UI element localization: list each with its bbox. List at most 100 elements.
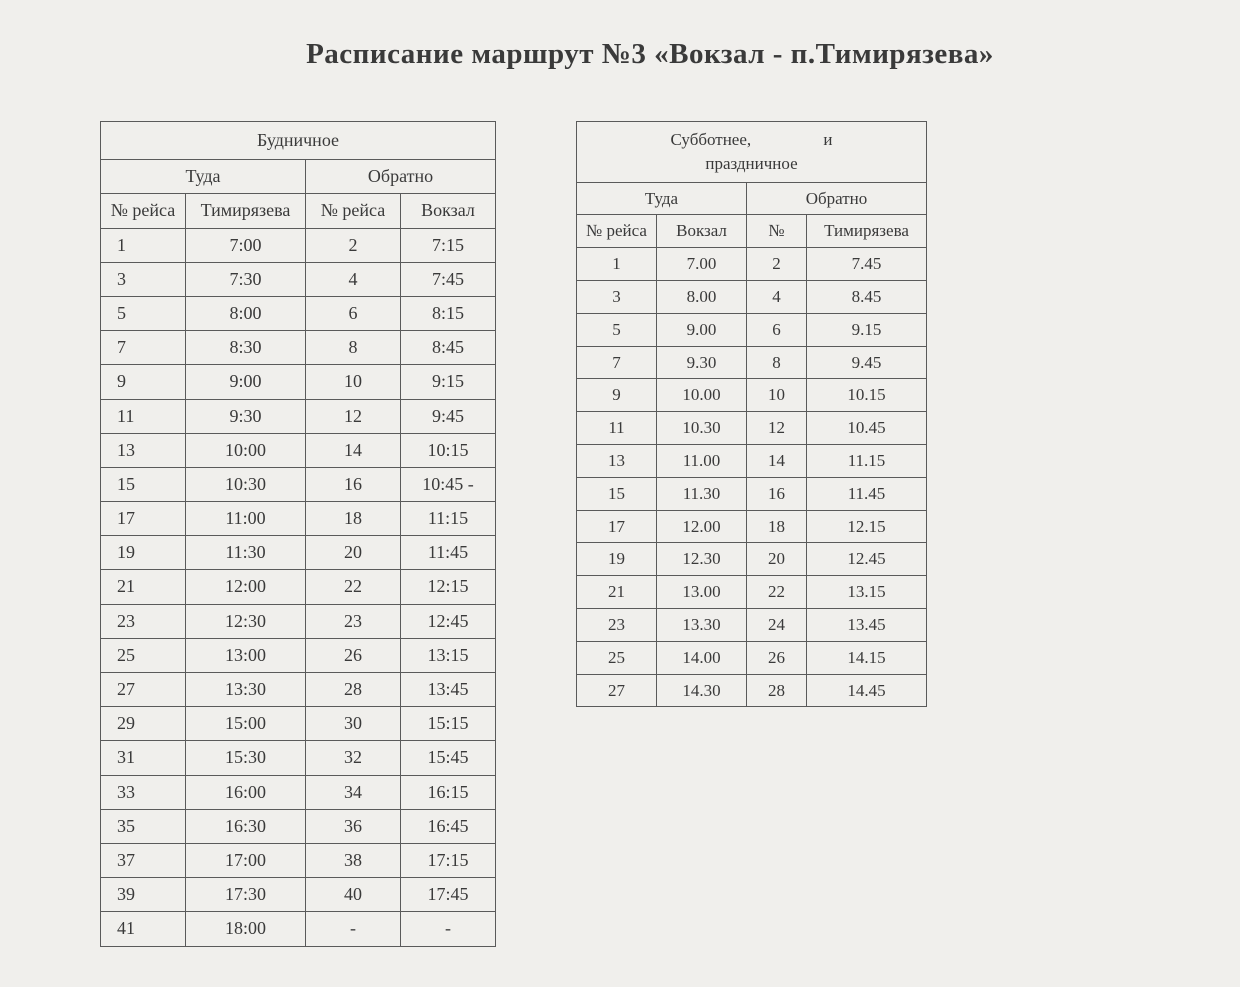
table-cell: 15:15: [401, 707, 496, 741]
schedule-page: Расписание маршрут №3 «Вокзал - п.Тимиря…: [0, 0, 1240, 987]
table-cell: 1: [577, 248, 657, 281]
table-cell: 7:00: [186, 228, 306, 262]
table-cell: 7:45: [401, 262, 496, 296]
table-cell: 2: [747, 248, 807, 281]
weekend-tuda-header: Туда: [577, 182, 747, 215]
table-cell: 31: [101, 741, 186, 775]
table-cell: 11:30: [186, 536, 306, 570]
weekend-tbody: 17.0027.4538.0048.4559.0069.1579.3089.45…: [577, 248, 927, 707]
table-cell: 13:00: [186, 638, 306, 672]
table-row: 78:3088:45: [101, 331, 496, 365]
table-cell: 11.00: [657, 444, 747, 477]
table-cell: 9:45: [401, 399, 496, 433]
table-cell: 17:45: [401, 878, 496, 912]
table-cell: 33: [101, 775, 186, 809]
table-row: 59.0069.15: [577, 313, 927, 346]
weekend-table-title: Субботнее, и праздничное: [577, 122, 927, 183]
table-cell: 9: [577, 379, 657, 412]
table-cell: 13:45: [401, 673, 496, 707]
weekend-col3: №: [747, 215, 807, 248]
table-cell: 14.30: [657, 674, 747, 707]
table-row: 1110.301210.45: [577, 412, 927, 445]
table-cell: 9:15: [401, 365, 496, 399]
table-cell: 11.30: [657, 477, 747, 510]
table-cell: 15: [577, 477, 657, 510]
table-cell: 10.15: [807, 379, 927, 412]
table-row: 2113.002213.15: [577, 576, 927, 609]
table-cell: 13.45: [807, 608, 927, 641]
table-cell: 2: [306, 228, 401, 262]
table-cell: 28: [747, 674, 807, 707]
table-cell: 9:30: [186, 399, 306, 433]
table-cell: 4: [306, 262, 401, 296]
table-row: 1911:302011:45: [101, 536, 496, 570]
table-cell: 12:00: [186, 570, 306, 604]
table-cell: 41: [101, 912, 186, 946]
table-cell: 19: [577, 543, 657, 576]
table-row: 17:0027:15: [101, 228, 496, 262]
table-cell: 8.45: [807, 280, 927, 313]
table-cell: 14.15: [807, 641, 927, 674]
table-cell: 16:45: [401, 809, 496, 843]
table-cell: 11.15: [807, 444, 927, 477]
table-cell: 5: [101, 296, 186, 330]
table-cell: 10:00: [186, 433, 306, 467]
table-cell: 26: [306, 638, 401, 672]
table-cell: 34: [306, 775, 401, 809]
table-cell: 12: [306, 399, 401, 433]
table-cell: 38: [306, 843, 401, 877]
table-cell: 10: [306, 365, 401, 399]
weekday-col3: № рейса: [306, 194, 401, 228]
table-cell: 10: [747, 379, 807, 412]
table-cell: 16: [747, 477, 807, 510]
table-cell: 5: [577, 313, 657, 346]
table-cell: 23: [306, 604, 401, 638]
weekday-col1: № рейса: [101, 194, 186, 228]
table-row: 2112:002212:15: [101, 570, 496, 604]
table-cell: 7:30: [186, 262, 306, 296]
table-row: 3115:303215:45: [101, 741, 496, 775]
table-cell: 37: [101, 843, 186, 877]
table-cell: 18: [306, 502, 401, 536]
table-cell: 10.30: [657, 412, 747, 445]
weekend-col1: № рейса: [577, 215, 657, 248]
table-cell: 9:00: [186, 365, 306, 399]
weekday-col2: Тимирязева: [186, 194, 306, 228]
weekend-title-line1: Субботнее, и: [583, 128, 920, 152]
table-row: 37:3047:45: [101, 262, 496, 296]
table-cell: 11.45: [807, 477, 927, 510]
table-cell: 14.00: [657, 641, 747, 674]
table-cell: 9: [101, 365, 186, 399]
table-row: 2313.302413.45: [577, 608, 927, 641]
table-row: 2514.002614.15: [577, 641, 927, 674]
table-cell: 25: [577, 641, 657, 674]
table-cell: 40: [306, 878, 401, 912]
table-cell: 6: [306, 296, 401, 330]
table-cell: 4: [747, 280, 807, 313]
table-cell: 28: [306, 673, 401, 707]
table-cell: 18: [747, 510, 807, 543]
table-cell: 17: [577, 510, 657, 543]
table-cell: 8: [306, 331, 401, 365]
table-cell: 12:30: [186, 604, 306, 638]
table-cell: 12.30: [657, 543, 747, 576]
table-row: 58:0068:15: [101, 296, 496, 330]
table-cell: 7.00: [657, 248, 747, 281]
weekday-tuda-header: Туда: [101, 160, 306, 194]
weekend-title-line2: праздничное: [583, 152, 920, 176]
table-cell: 13:30: [186, 673, 306, 707]
table-row: 17.0027.45: [577, 248, 927, 281]
table-cell: 27: [101, 673, 186, 707]
table-cell: 13.30: [657, 608, 747, 641]
tables-container: Будничное Туда Обратно № рейса Тимирязев…: [100, 121, 1140, 947]
table-cell: 10:45 -: [401, 467, 496, 501]
weekday-col4: Вокзал: [401, 194, 496, 228]
table-cell: 21: [577, 576, 657, 609]
table-cell: 8:15: [401, 296, 496, 330]
table-cell: 39: [101, 878, 186, 912]
weekday-table: Будничное Туда Обратно № рейса Тимирязев…: [100, 121, 496, 947]
table-row: 2713:302813:45: [101, 673, 496, 707]
table-cell: 36: [306, 809, 401, 843]
table-row: 3316:003416:15: [101, 775, 496, 809]
table-cell: 22: [747, 576, 807, 609]
